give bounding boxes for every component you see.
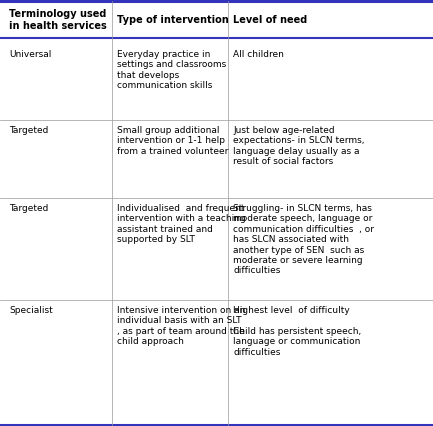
- Text: Individualised  and frequent
intervention with a teaching
assistant trained and
: Individualised and frequent intervention…: [117, 204, 246, 244]
- Text: Everyday practice in
settings and classrooms
that develops
communication skills: Everyday practice in settings and classr…: [117, 50, 226, 90]
- Text: Highest level  of difficulty

Child has persistent speech,
language or communica: Highest level of difficulty Child has pe…: [233, 306, 361, 357]
- Text: Intensive intervention on an
individual basis with an SLT
, as part of team arou: Intensive intervention on an individual …: [117, 306, 246, 346]
- Text: Specialist: Specialist: [9, 306, 53, 315]
- Text: Level of need: Level of need: [233, 15, 307, 25]
- Text: Type of intervention: Type of intervention: [117, 15, 229, 25]
- Text: Universal: Universal: [9, 50, 52, 59]
- Text: Small group additional
intervention or 1-1 help
from a trained volunteer: Small group additional intervention or 1…: [117, 126, 228, 156]
- Text: Terminology used
in health services: Terminology used in health services: [9, 9, 107, 31]
- Text: Targeted: Targeted: [9, 204, 48, 213]
- Text: Struggling- in SLCN terms, has
moderate speech, language or
communication diffic: Struggling- in SLCN terms, has moderate …: [233, 204, 374, 275]
- Text: All children: All children: [233, 50, 284, 59]
- Text: Just below age-related
expectations- in SLCN terms,
language delay usually as a
: Just below age-related expectations- in …: [233, 126, 365, 166]
- Text: Targeted: Targeted: [9, 126, 48, 135]
